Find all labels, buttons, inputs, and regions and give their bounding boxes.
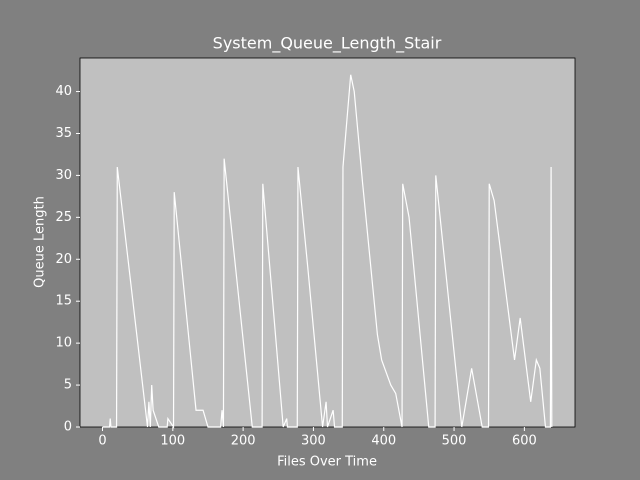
y-tick-label: 30 (55, 168, 72, 183)
x-tick-label: 200 (231, 434, 256, 449)
chart-title: System_Queue_Length_Stair (213, 34, 442, 54)
x-tick-label: 500 (442, 434, 467, 449)
x-tick-label: 300 (301, 434, 326, 449)
y-tick-label: 10 (55, 336, 72, 351)
y-axis-label: Queue Length (33, 196, 48, 288)
x-axis-label: Files Over Time (277, 455, 377, 470)
plot-area (79, 57, 576, 428)
x-tick-label: 0 (98, 434, 106, 449)
x-tick-label: 600 (512, 434, 537, 449)
y-tick-label: 20 (55, 252, 72, 267)
data-line (102, 74, 553, 429)
y-tick-label: 25 (55, 210, 72, 225)
y-tick-label: 5 (64, 378, 72, 393)
x-tick-label: 400 (371, 434, 396, 449)
x-tick-label: 100 (160, 434, 185, 449)
y-tick-label: 15 (55, 294, 72, 309)
y-tick-label: 35 (55, 126, 72, 141)
y-tick-label: 0 (64, 420, 72, 435)
y-tick-label: 40 (55, 84, 72, 99)
